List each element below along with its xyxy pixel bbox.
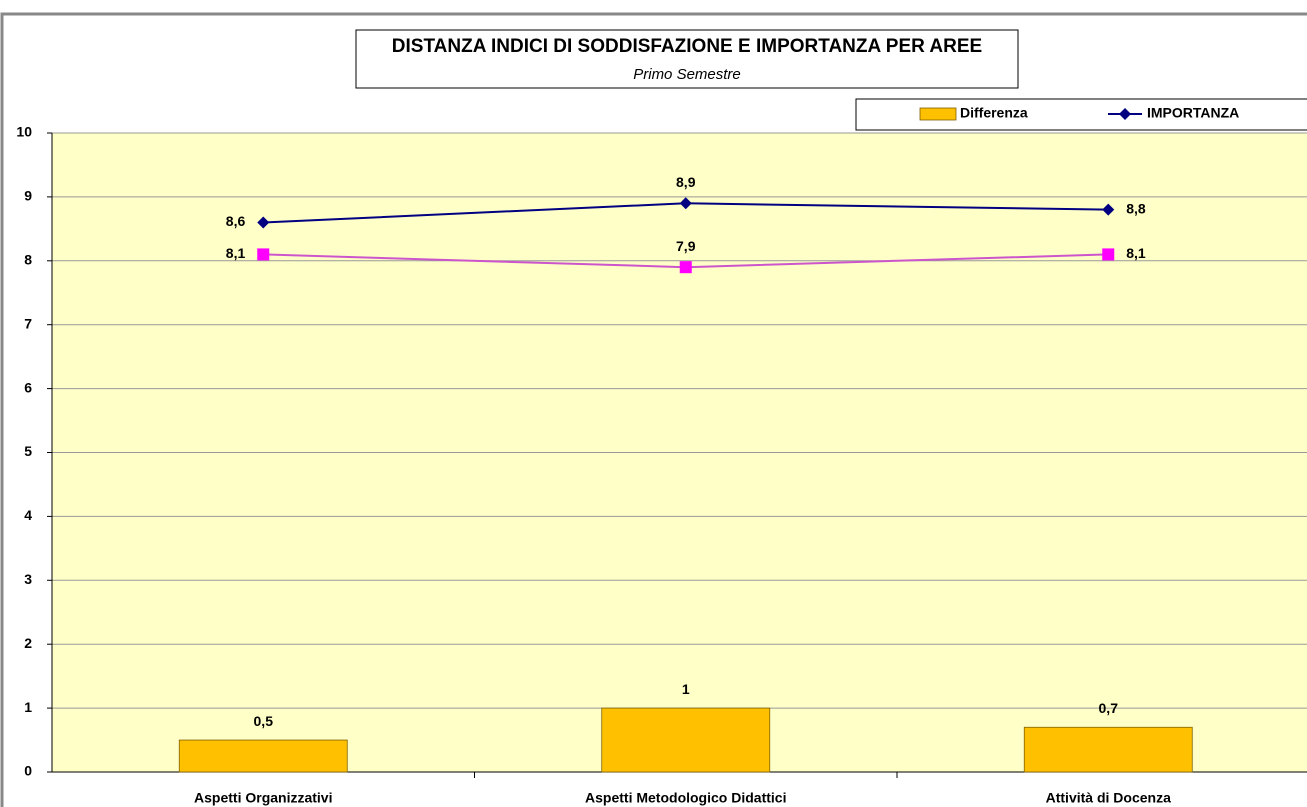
y-tick-label: 6 (24, 379, 32, 395)
y-tick-label: 1 (24, 699, 32, 715)
point (679, 261, 692, 274)
y-tick-label: 7 (24, 315, 32, 331)
y-tick-label: 4 (24, 507, 32, 523)
data-label: 0,7 (1099, 700, 1119, 716)
chart-title: DISTANZA INDICI DI SODDISFAZIONE E IMPOR… (392, 36, 982, 57)
bar (601, 707, 771, 773)
point (679, 197, 692, 210)
data-label: 8,6 (226, 213, 246, 229)
chart-subtitle: Primo Semestre (633, 66, 741, 83)
legend-entries: Differenza IMPORTANZA (919, 105, 1239, 121)
y-tick-label: 10 (16, 124, 32, 140)
legend-label: IMPORTANZA (1147, 105, 1239, 121)
x-tick-label: Aspetti Organizzativi (194, 790, 332, 806)
data-label: 8,1 (226, 245, 246, 261)
legend-label: Differenza (960, 105, 1028, 121)
title-box (355, 29, 1019, 89)
bar (1023, 726, 1193, 773)
data-label: 0,5 (254, 713, 274, 729)
bar (178, 739, 348, 773)
data-label: 8,1 (1126, 245, 1146, 261)
y-tick-label: 3 (24, 571, 32, 587)
legend-marker (1119, 108, 1131, 120)
y-tick-label: 9 (24, 188, 32, 204)
x-tick-label: Attività di Docenza (1046, 790, 1171, 806)
x-tick-label: Aspetti Metodologico Didattici (585, 790, 786, 806)
chart-border (0, 12, 1307, 807)
data-label: 8,9 (676, 174, 696, 190)
y-tick-label: 8 (24, 252, 32, 268)
data-label: 7,9 (676, 238, 696, 254)
point (257, 248, 270, 261)
point (1102, 248, 1115, 261)
point (257, 216, 270, 229)
y-tick-label: 2 (24, 635, 32, 651)
data-label: 1 (682, 681, 690, 697)
y-tick-label: 5 (24, 443, 32, 459)
data-label: 8,8 (1126, 200, 1146, 216)
y-tick-label: 0 (24, 763, 32, 779)
legend-swatch (919, 107, 957, 121)
point (1102, 203, 1115, 216)
